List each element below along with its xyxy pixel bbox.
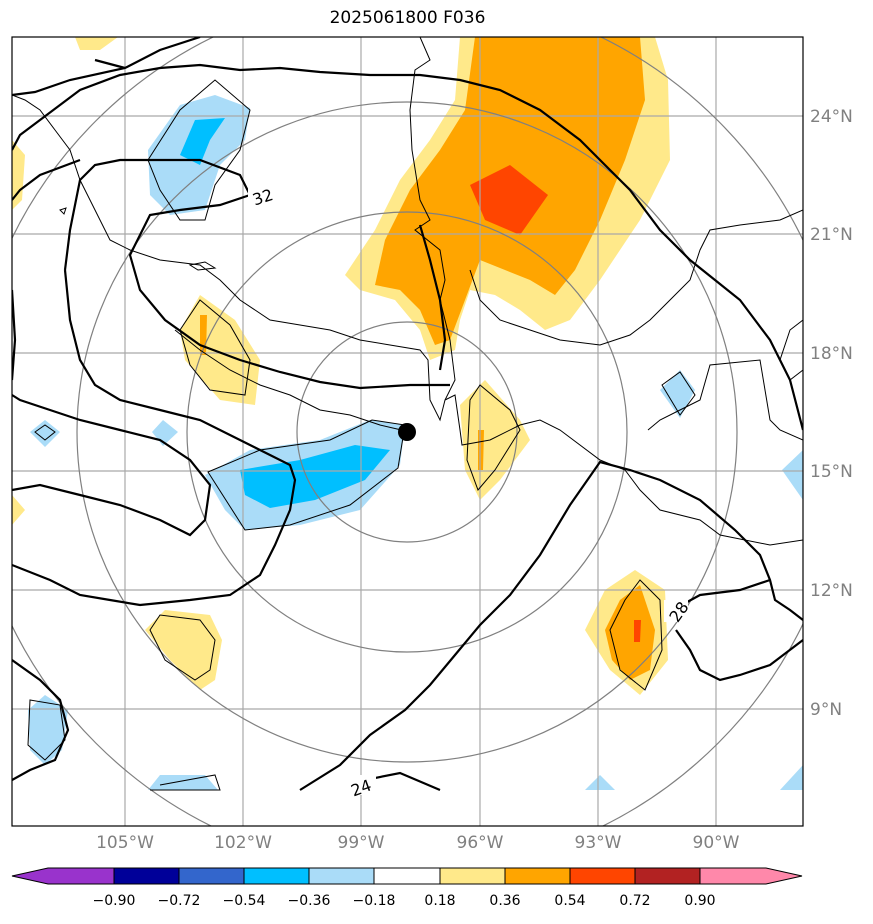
colorbar-tick: 0.72 <box>619 893 651 909</box>
contours <box>12 37 803 792</box>
lat-label-24n: 24°N <box>810 107 853 127</box>
lon-label-105w: 105°W <box>96 833 154 853</box>
lon-label-99w: 99°W <box>337 833 385 853</box>
colorbar-tick: −0.54 <box>222 893 266 909</box>
lat-label-15n: 15°N <box>810 462 853 482</box>
coastlines <box>12 37 803 791</box>
range-rings <box>12 37 803 826</box>
colorbar-tick: −0.72 <box>157 893 201 909</box>
lon-label-102w: 102°W <box>214 833 272 853</box>
colorbar-tick: 0.36 <box>489 893 521 909</box>
colorbar-tick: −0.90 <box>92 893 136 909</box>
lon-label-96w: 96°W <box>456 833 504 853</box>
colorbar-tick: 0.90 <box>684 893 716 909</box>
colorbar-tick: 0.18 <box>424 893 456 909</box>
colorbar-tick: 0.54 <box>554 893 586 909</box>
lon-label-93w: 93°W <box>574 833 622 853</box>
lat-label-12n: 12°N <box>810 581 853 601</box>
colorbar-tick: −0.18 <box>352 893 396 909</box>
map-title: 2025061800 F036 <box>329 8 486 28</box>
colorbar-tick: −0.36 <box>287 893 331 909</box>
lat-label-21n: 21°N <box>810 225 853 245</box>
plume-fill-054 <box>470 165 548 235</box>
lat-label-18n: 18°N <box>810 344 853 364</box>
lon-label-90w: 90°W <box>692 833 740 853</box>
positive-anomaly-plume <box>345 37 670 360</box>
storm-center-dot <box>398 423 416 441</box>
colorbar <box>11 867 803 885</box>
lat-label-9n: 9°N <box>810 700 843 720</box>
plot-frame <box>11 36 804 827</box>
